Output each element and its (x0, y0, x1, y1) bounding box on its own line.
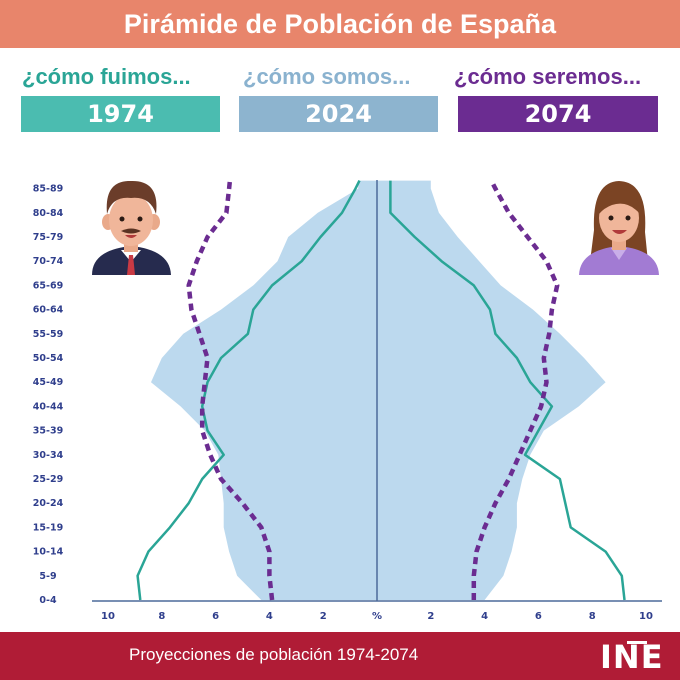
legend-year-2024: 2024 (239, 96, 438, 132)
series-1974-female-line (389, 180, 626, 601)
age-group-label: 80-84 (33, 208, 64, 219)
x-tick-label: 4 (266, 611, 273, 620)
x-tick-label: 2 (320, 611, 327, 620)
x-tick-label: 10 (639, 611, 653, 620)
age-group-label: 25-29 (33, 474, 63, 485)
age-group-label: 50-54 (33, 353, 64, 364)
woman-avatar-icon (579, 181, 659, 275)
age-group-label: 40-44 (33, 401, 64, 412)
ine-logo: INE (600, 638, 664, 676)
age-group-label: 20-24 (33, 498, 64, 509)
legend-year-2074: 2074 (458, 96, 658, 132)
x-tick-label: 8 (158, 611, 165, 620)
age-group-label: 10-14 (33, 547, 64, 558)
age-group-label: 60-64 (33, 305, 64, 316)
legend-year-1974: 1974 (21, 96, 220, 132)
title-banner: Pirámide de Población de España (0, 0, 680, 48)
series-2074-male-line (186, 180, 275, 601)
x-tick-label: 2 (427, 611, 434, 620)
series-2074-female-line (471, 179, 560, 600)
x-tick-label: 8 (589, 611, 596, 620)
x-tick-label: 6 (212, 611, 219, 620)
x-tick-label: 6 (535, 611, 542, 620)
legend-question-2024: ¿cómo somos... (243, 64, 411, 89)
age-group-label: 45-49 (33, 377, 63, 388)
series-2024-area (151, 180, 606, 600)
age-group-label: 70-74 (33, 256, 64, 267)
x-tick-label: % (372, 611, 382, 620)
age-group-label: 5-9 (39, 571, 56, 582)
age-group-label: 65-69 (33, 280, 63, 291)
page-title: Pirámide de Población de España (123, 8, 557, 39)
age-group-label: 0-4 (39, 595, 57, 606)
man-avatar-icon (92, 180, 171, 275)
age-group-label: 35-39 (33, 426, 63, 437)
footer-text: Proyecciones de población 1974-2074 (129, 645, 419, 664)
population-pyramid-chart: 0-4 5-9 10-14 15-19 20-24 25-29 30-34 35-39 40-4… (33, 179, 662, 620)
x-tick-label: 10 (101, 611, 115, 620)
x-tick-label: 4 (481, 611, 488, 620)
age-group-label: 15-19 (33, 522, 63, 533)
legend-question-2074: ¿cómo seremos... (454, 64, 642, 89)
legend-question-1974: ¿cómo fuimos... (22, 64, 191, 89)
series-1974-male-line (136, 180, 361, 601)
age-group-label: 30-34 (33, 450, 64, 461)
age-group-label: 75-79 (33, 232, 63, 243)
footer-bar: Proyecciones de población 1974-2074 INE (0, 632, 680, 680)
age-group-label: 85-89 (33, 184, 63, 195)
age-group-label: 55-59 (33, 329, 63, 340)
